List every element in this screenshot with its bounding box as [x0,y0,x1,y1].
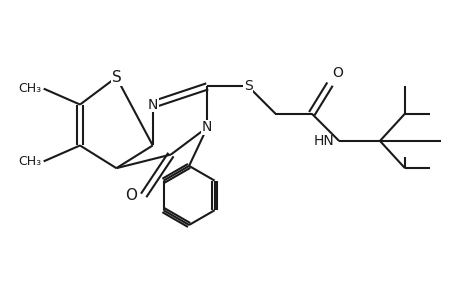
Text: N: N [202,120,212,134]
Text: HN: HN [313,134,334,148]
Text: O: O [331,67,342,80]
Text: O: O [124,188,136,203]
Text: CH₃: CH₃ [18,82,41,95]
Text: N: N [147,98,157,112]
Text: CH₃: CH₃ [18,155,41,168]
Text: S: S [243,80,252,93]
Text: S: S [111,70,121,85]
